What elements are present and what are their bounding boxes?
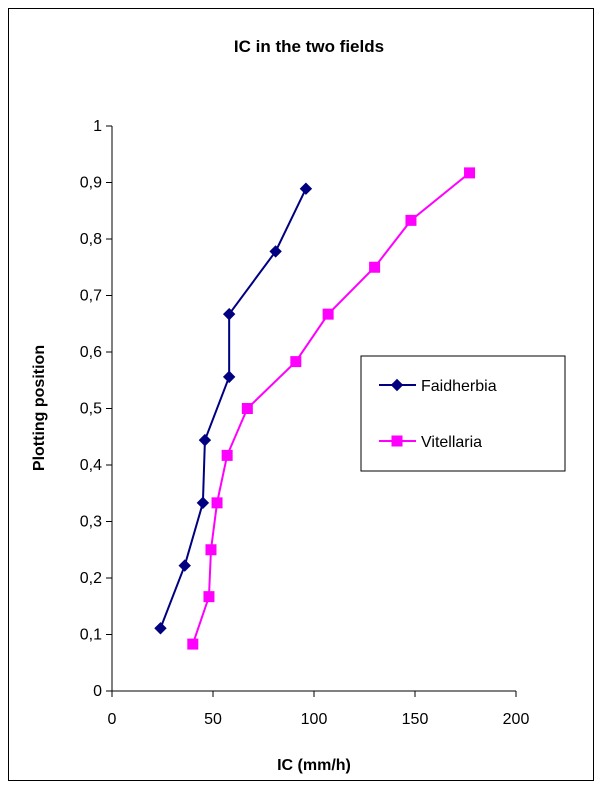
data-point [299,182,313,195]
legend-label-vitellaria: Vitellaria [421,434,482,451]
data-point [405,214,417,226]
data-point [198,433,212,447]
y-tick-label: 0,5 [80,401,102,418]
series-faidherbia [154,182,313,635]
chart-title: IC in the two fields [234,37,384,56]
data-point [203,591,215,603]
data-point [222,307,236,321]
data-point [196,496,210,510]
x-axis-label: IC (mm/h) [277,757,351,774]
data-point [222,370,236,384]
y-tick-label: 0 [93,683,102,700]
data-point [211,497,223,509]
y-axis-label: Plotting position [31,345,48,471]
data-point [187,638,199,650]
legend-items: Faidherbia Vitellaria [379,378,497,451]
legend-marker-faidherbia [390,378,404,392]
y-tick-label: 0,8 [80,231,102,248]
y-tick-label: 0,1 [80,627,102,644]
legend-box [360,355,566,472]
series-layer [154,167,476,650]
data-point [221,449,233,461]
y-tick-label: 0,7 [80,288,102,305]
y-tick-label: 0,2 [80,570,102,587]
y-tick-label: 0,9 [80,175,102,192]
y-tick-label: 1 [93,118,102,135]
x-tick-label: 200 [503,711,530,728]
data-point [241,403,253,414]
axes: 0 0,1 0,2 0,3 0,4 0,5 0,6 0,7 0,8 0,9 1 0 50 100 150 20… [80,118,530,728]
data-point [154,622,167,635]
data-point [269,245,282,258]
x-tick-label: 50 [204,711,222,728]
legend: Faidherbia Vitellaria [360,355,566,472]
series-line [159,188,307,629]
data-point [205,544,217,556]
data-point [464,167,476,179]
y-tick-label: 0,4 [80,457,102,474]
x-tick-label: 0 [108,711,117,728]
data-point [290,356,302,368]
y-tick-label: 0,6 [80,344,102,361]
x-tick-label: 100 [301,711,328,728]
legend-label-faidherbia: Faidherbia [421,378,497,395]
data-point [369,261,381,273]
x-tick-label: 150 [402,711,429,728]
legend-marker-vitellaria [391,435,403,447]
data-point [178,559,191,572]
data-point [322,308,334,320]
series-vitellaria [187,167,476,650]
y-tick-label: 0,3 [80,514,102,531]
